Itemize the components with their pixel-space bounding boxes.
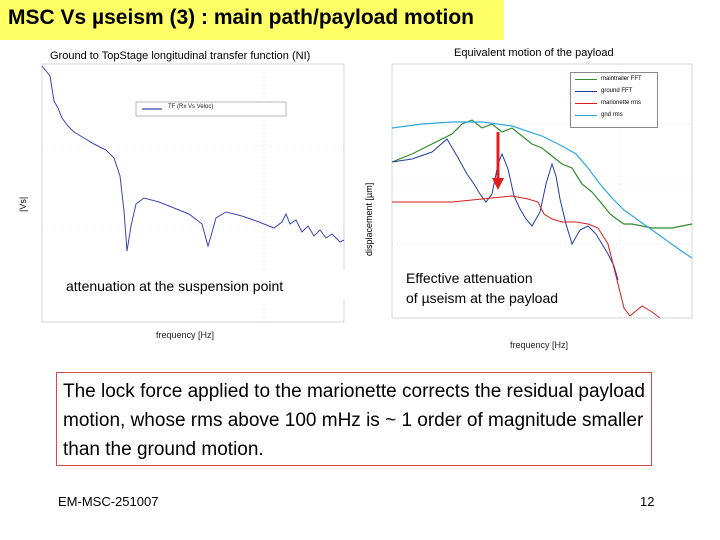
- page-number: 12: [640, 494, 655, 509]
- right-plot-title: Equivalent motion of the payload: [454, 47, 614, 59]
- transfer-function-plot: Ground to TopStage longitudinal transfer…: [14, 46, 350, 346]
- ground-fft-curve: [391, 138, 619, 281]
- left-annotation: attenuation at the suspension point: [66, 278, 284, 294]
- left-plot-ylabel: |Vs|: [18, 196, 28, 212]
- left-plot-title: Ground to TopStage longitudinal transfer…: [50, 50, 311, 62]
- marionette-rms-curve: [392, 195, 661, 319]
- legend-item-ground: ground FFT: [575, 88, 632, 94]
- right-annotation-box: [400, 266, 608, 310]
- right-plot-svg: [391, 63, 693, 319]
- right-annotation-line2: of µseism at the payload: [406, 290, 559, 306]
- left-plot-grid: [42, 64, 344, 322]
- footer-label: EM-MSC-251007: [58, 494, 159, 509]
- attenuation-arrow-head: [492, 178, 504, 190]
- left-legend-label: TF (Rx Vs Veloc): [168, 104, 214, 110]
- right-plot-ylabel: displacement [µm]: [364, 182, 374, 256]
- left-plot-xlabel: frequency [Hz]: [156, 330, 215, 340]
- legend-item-payload: maintrailer FFT: [575, 76, 642, 82]
- payload-motion-plot: Equivalent motion of the payload maintra…: [362, 44, 702, 358]
- right-plot-frame: [391, 63, 693, 319]
- caption-text: The lock force applied to the marionette…: [63, 381, 645, 460]
- payload-fft-curve: [391, 119, 693, 229]
- left-legend-box: [135, 101, 287, 117]
- right-legend: maintrailer FFT ground FFT marionette rm…: [570, 72, 658, 128]
- legend-item-gnd-rms: gnd rms: [575, 112, 623, 118]
- left-plot-frame: [41, 63, 345, 323]
- right-annotation-line1: Effective attenuation: [406, 270, 533, 286]
- left-annotation-box: [60, 270, 350, 300]
- left-plot-svg: [41, 63, 345, 323]
- transfer-function-curve: [41, 65, 345, 252]
- ground-rms-curve: [391, 121, 693, 259]
- title-highlight: [0, 0, 504, 40]
- right-plot-xlabel: frequency [Hz]: [510, 340, 569, 350]
- legend-item-marionette: marionette rms: [575, 100, 641, 106]
- caption-box: The lock force applied to the marionette…: [56, 372, 652, 466]
- slide-title: MSC Vs µseism (3) : main path/payload mo…: [8, 6, 475, 29]
